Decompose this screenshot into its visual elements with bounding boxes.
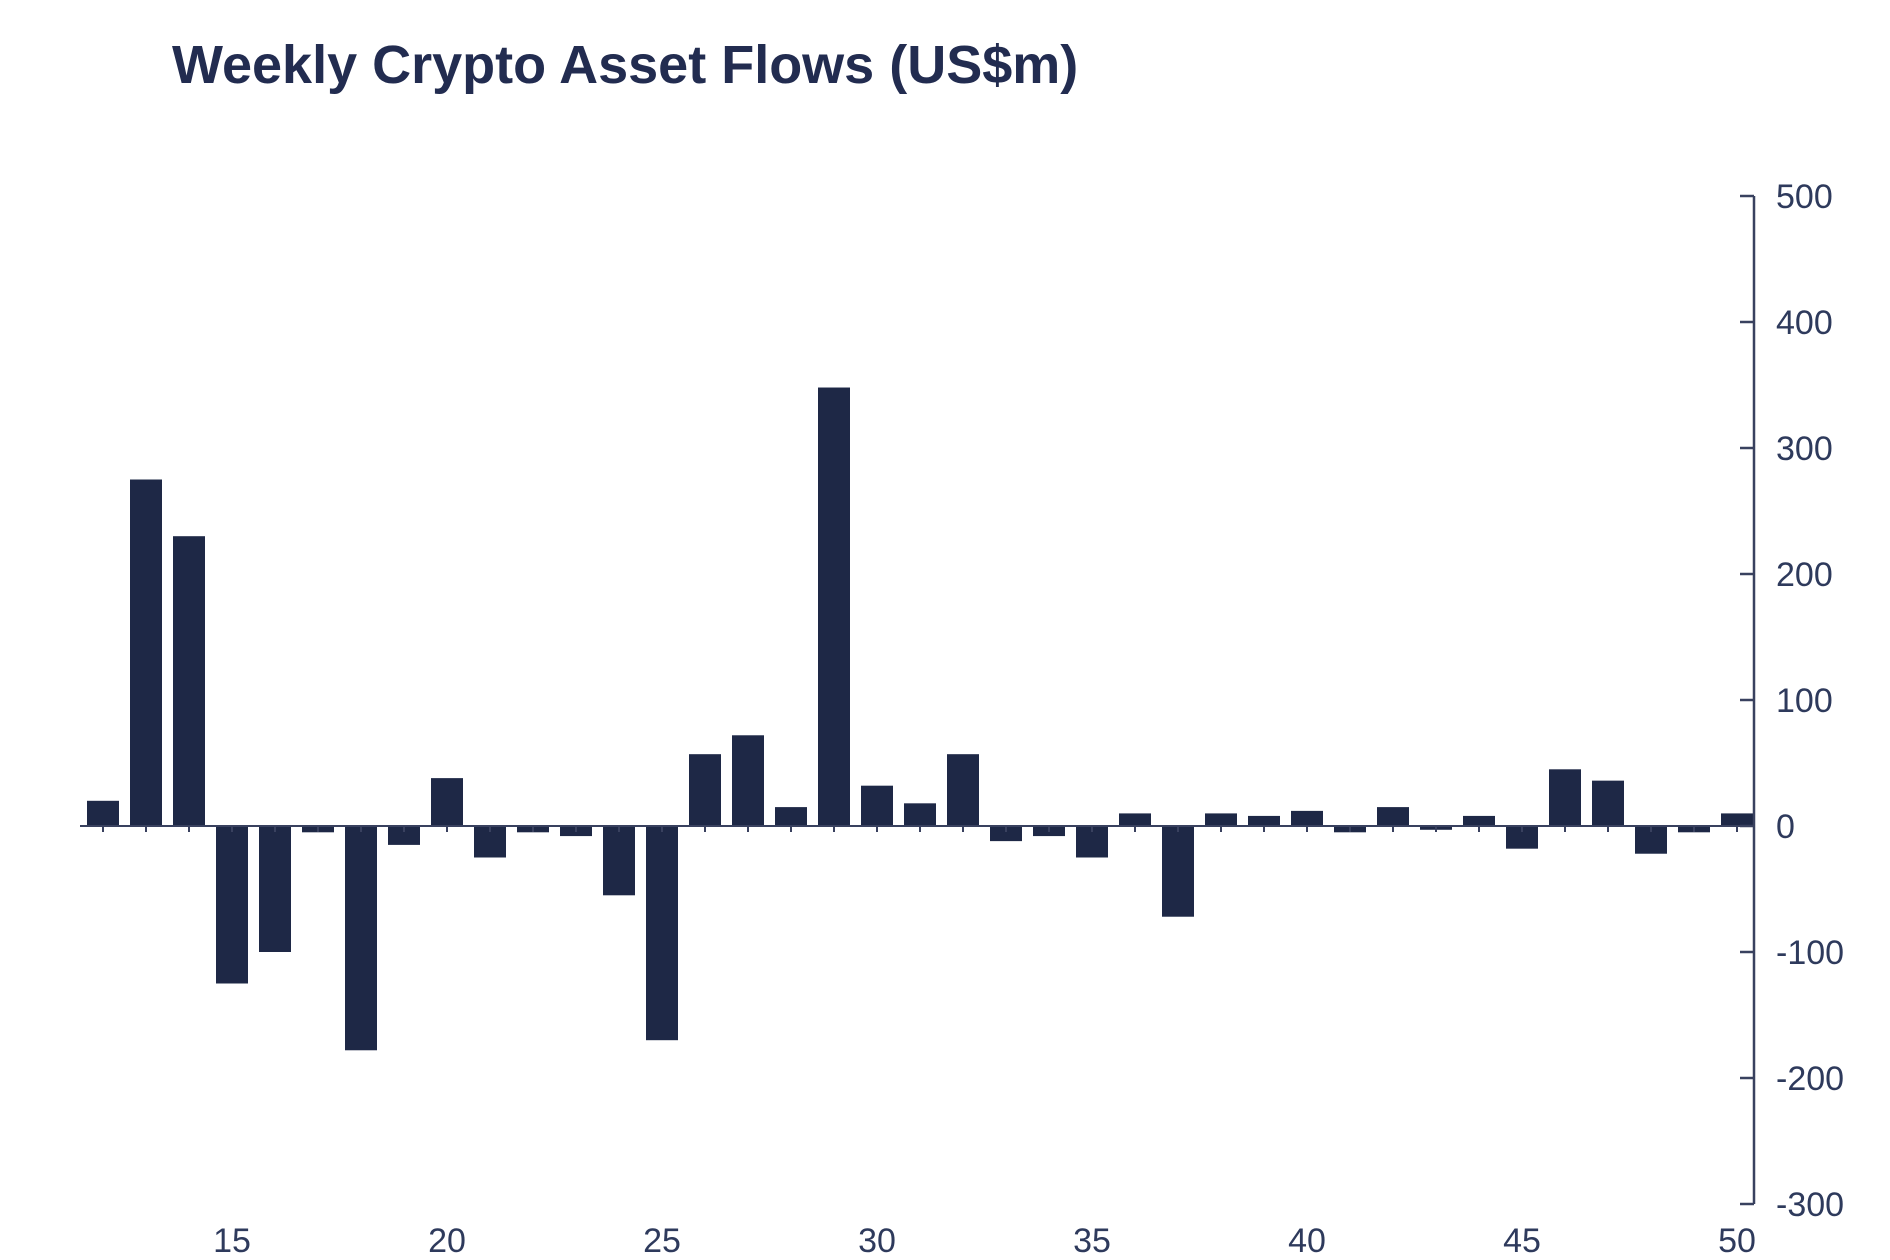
- bar: [818, 387, 850, 826]
- bar: [904, 803, 936, 826]
- bar: [87, 800, 119, 826]
- x-axis-tick-label: 30: [858, 1222, 896, 1260]
- bar: [1721, 813, 1753, 826]
- bar: [646, 826, 678, 1041]
- x-axis-tick-label: 45: [1503, 1222, 1541, 1260]
- y-axis-tick-label: -100: [1776, 934, 1844, 972]
- x-axis-tick-label: 20: [428, 1222, 466, 1260]
- bar: [990, 826, 1022, 842]
- bar: [732, 735, 764, 826]
- bar: [861, 785, 893, 826]
- bar: [1248, 815, 1280, 826]
- bar: [216, 826, 248, 984]
- y-axis-tick-label: 200: [1776, 556, 1833, 594]
- y-axis-tick-label: -300: [1776, 1186, 1844, 1224]
- y-axis-tick-label: 500: [1776, 178, 1833, 216]
- x-axis-tick-label: 35: [1073, 1222, 1111, 1260]
- bar: [1506, 826, 1538, 849]
- x-axis-tick-label: 25: [643, 1222, 681, 1260]
- bar: [947, 754, 979, 826]
- bar: [603, 826, 635, 896]
- y-axis-tick-label: 400: [1776, 304, 1833, 342]
- bar: [1549, 769, 1581, 826]
- bar: [388, 826, 420, 845]
- x-axis-tick-label: 15: [213, 1222, 251, 1260]
- x-axis-tick-label: 40: [1288, 1222, 1326, 1260]
- bar: [1592, 780, 1624, 826]
- x-axis-tick-label: 50: [1718, 1222, 1756, 1260]
- bar: [173, 536, 205, 826]
- bar: [345, 826, 377, 1051]
- y-axis-tick-label: 300: [1776, 430, 1833, 468]
- bar: [689, 754, 721, 826]
- chart-title: Weekly Crypto Asset Flows (US$m): [172, 35, 1079, 95]
- y-axis-tick-label: 0: [1776, 808, 1795, 846]
- bar: [775, 807, 807, 826]
- y-axis-tick-label: -200: [1776, 1060, 1844, 1098]
- bar: [130, 479, 162, 826]
- bar: [1377, 807, 1409, 826]
- bar: [1119, 813, 1151, 826]
- bar: [1291, 810, 1323, 826]
- bar: [1205, 813, 1237, 826]
- y-axis-tick-label: 100: [1776, 682, 1833, 720]
- bar: [1463, 815, 1495, 826]
- bar: [431, 778, 463, 826]
- bar: [259, 826, 291, 952]
- bar: [1162, 826, 1194, 917]
